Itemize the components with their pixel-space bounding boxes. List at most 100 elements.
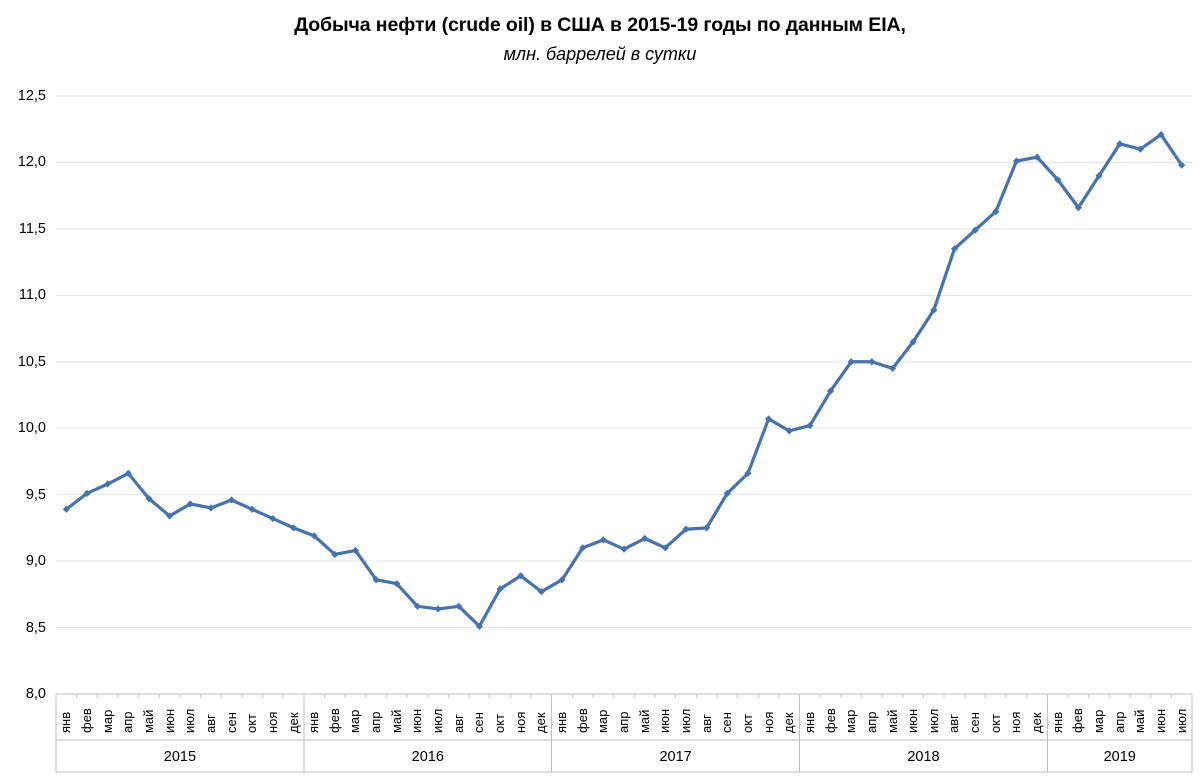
data-markers-group	[62, 130, 1186, 630]
x-axis-year-label: 2019	[1103, 749, 1136, 765]
x-axis-month-label: июн	[409, 708, 425, 733]
x-axis-month-label: апр	[1111, 711, 1127, 734]
x-axis-month-label: авг	[202, 714, 218, 733]
data-point-marker	[826, 387, 835, 395]
x-axis-month-label: авг	[946, 714, 962, 733]
x-axis-month-label: апр	[616, 711, 631, 734]
data-point-marker	[1095, 172, 1103, 180]
data-point-marker	[310, 532, 318, 540]
x-axis-month-label: июл	[925, 708, 941, 733]
data-point-marker	[1178, 161, 1186, 169]
data-point-marker	[992, 208, 1000, 216]
data-point-marker	[227, 496, 236, 504]
data-point-marker	[888, 364, 897, 373]
x-axis-month-label: май	[1132, 709, 1148, 733]
data-point-marker	[764, 415, 773, 423]
x-axis-month-label: дек	[1029, 712, 1045, 733]
axis-lines-group	[55, 694, 1193, 773]
x-axis-year-label: 2016	[411, 749, 444, 765]
data-point-marker	[475, 622, 484, 630]
data-point-marker	[950, 245, 959, 253]
data-point-marker	[496, 585, 504, 593]
gridlines-group	[56, 95, 1192, 695]
x-axis-month-label: сен	[719, 712, 735, 733]
data-point-marker	[641, 534, 649, 543]
x-axis-month-label: мар	[99, 709, 115, 733]
data-point-marker	[744, 469, 752, 478]
data-point-marker	[455, 602, 463, 610]
x-axis-month-label: янв	[801, 711, 817, 733]
x-axis-month-label: фев	[822, 708, 838, 733]
y-axis-tick-label: 9,0	[25, 553, 46, 570]
data-point-marker	[186, 500, 194, 508]
x-axis-month-label: янв	[554, 711, 570, 733]
data-point-marker	[331, 550, 339, 559]
x-axis-month-label: фев	[1070, 708, 1086, 733]
x-axis-month-label: фев	[574, 708, 590, 733]
data-point-marker	[971, 226, 979, 234]
x-axis-month-label: фев	[326, 708, 342, 733]
x-axis-year-label: 2018	[907, 749, 940, 765]
data-point-marker	[682, 525, 690, 533]
x-axis-month-label: авг	[450, 714, 466, 733]
x-axis-month-label: июл	[1173, 708, 1189, 733]
x-axis-month-label: май	[140, 709, 156, 733]
y-axis-tick-label: 12,0	[17, 154, 46, 171]
data-point-marker	[372, 576, 380, 584]
x-axis-month-label: мар	[1091, 709, 1107, 733]
data-point-marker	[723, 489, 731, 497]
x-axis-month-label: сен	[471, 712, 487, 733]
data-point-marker	[661, 544, 669, 552]
data-point-marker	[166, 512, 174, 520]
data-point-marker	[124, 469, 132, 478]
data-point-marker	[104, 480, 112, 488]
data-point-marker	[62, 505, 70, 513]
data-point-marker	[1136, 145, 1144, 153]
data-point-marker	[579, 544, 587, 552]
data-point-marker	[413, 602, 422, 610]
x-axis-month-label: май	[884, 709, 900, 733]
data-point-marker	[351, 546, 360, 555]
x-axis-month-label: апр	[368, 711, 384, 734]
data-point-marker	[1074, 204, 1082, 212]
x-axis-month-label: ноя	[264, 711, 280, 733]
data-point-marker	[930, 306, 938, 314]
x-axis-month-label: мар	[843, 709, 859, 733]
data-point-marker	[1012, 157, 1021, 165]
page-title: Добыча нефти (crude oil) в США в 2015-19…	[294, 14, 906, 36]
data-point-marker	[1033, 153, 1041, 161]
x-axis-month-label: ноя	[760, 711, 776, 733]
x-axis-month-label: дек	[533, 712, 549, 733]
chart-subtitle: млн. баррелей в сутки	[503, 44, 697, 64]
data-point-marker	[83, 489, 91, 497]
x-axis-month-label: янв	[1049, 711, 1065, 733]
y-axis-tick-label: 8,5	[25, 619, 46, 636]
x-axis-year-label: 2015	[163, 749, 197, 765]
data-point-marker	[1157, 130, 1165, 139]
x-axis-month-label: апр	[863, 711, 879, 734]
x-axis-month-label: июн	[657, 708, 673, 733]
x-axis-month-label: ноя	[512, 711, 528, 733]
x-axis-month-label: мар	[347, 709, 363, 733]
data-point-marker	[1054, 176, 1062, 184]
x-axis-month-label: апр	[120, 711, 136, 734]
data-point-marker	[1116, 140, 1124, 148]
x-axis-month-label: сен	[223, 712, 239, 733]
x-axis-month-label: ноя	[1008, 711, 1024, 733]
x-axis-month-label: июл	[430, 708, 446, 733]
y-axis-tick-label: 10,5	[17, 353, 46, 370]
x-axis-month-label: июн	[905, 708, 921, 733]
x-axis-month-label: янв	[58, 711, 74, 733]
y-axis-tick-label: 8,0	[25, 686, 46, 702]
data-point-marker	[207, 504, 215, 512]
x-axis-month-label: дек	[781, 712, 797, 733]
x-axis-month-label: янв	[306, 711, 322, 733]
data-point-marker	[269, 514, 277, 523]
data-point-marker	[806, 421, 814, 430]
x-axis-month-label: окт	[244, 713, 260, 733]
y-axis-tick-label: 9,5	[25, 486, 46, 503]
x-axis-month-label: мар	[595, 709, 611, 733]
x-axis-month-label: дек	[285, 712, 301, 733]
x-axis-month-label: фев	[78, 708, 94, 733]
x-axis-month-label: июл	[182, 708, 198, 733]
